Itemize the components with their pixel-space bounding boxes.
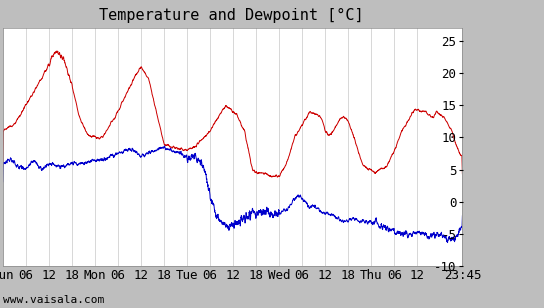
Text: www.vaisala.com: www.vaisala.com	[3, 295, 104, 305]
Text: Temperature and Dewpoint [°C]: Temperature and Dewpoint [°C]	[99, 8, 363, 23]
